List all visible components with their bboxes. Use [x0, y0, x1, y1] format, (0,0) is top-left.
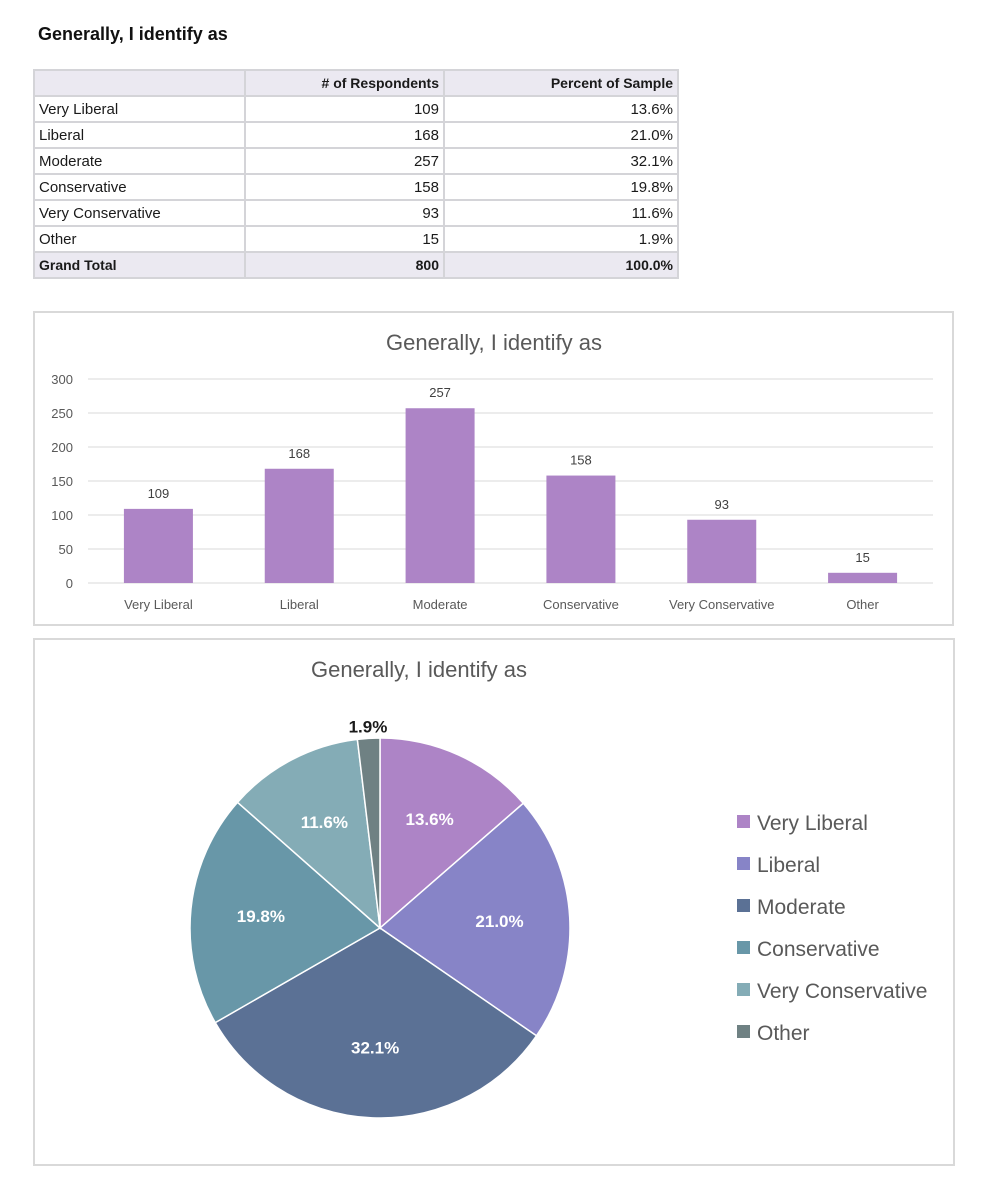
legend-label: Very Liberal	[757, 812, 868, 835]
legend-swatch	[737, 983, 750, 996]
bar	[405, 408, 475, 583]
table-total-percent: 100.0%	[443, 251, 679, 279]
legend-label: Other	[757, 1022, 810, 1045]
pie-chart-panel: Generally, I identify as 13.6% 21.0% 32.1%…	[33, 638, 955, 1166]
table-cell-category: Moderate	[33, 147, 246, 175]
table-cell-percent: 11.6%	[443, 199, 679, 227]
legend-label: Moderate	[757, 896, 846, 919]
summary-table: # of Respondents Percent of Sample Very …	[33, 69, 679, 279]
table-cell-percent: 21.0%	[443, 121, 679, 149]
table-cell-respondents: 168	[244, 121, 445, 149]
x-tick-label: Other	[846, 597, 879, 612]
pie-chart-title: Generally, I identify as	[311, 657, 527, 682]
table-row: Moderate 257 32.1%	[33, 147, 679, 175]
bar-data-label: 158	[570, 453, 592, 468]
y-tick-label: 0	[66, 576, 73, 591]
pie-slice	[236, 738, 381, 930]
bar-data-label: 15	[855, 550, 869, 565]
pie-data-label: 21.0%	[475, 912, 523, 931]
y-tick-label: 250	[51, 406, 73, 421]
y-tick-label: 150	[51, 474, 73, 489]
bar-chart-panel: Generally, I identify as 0 50 100 150 200 250…	[33, 311, 954, 626]
table-cell-respondents: 93	[244, 199, 445, 227]
bar	[264, 468, 334, 583]
x-tick-label: Moderate	[413, 597, 468, 612]
table-total-label: Grand Total	[33, 251, 246, 279]
bar-data-label: 109	[148, 486, 170, 501]
legend-label: Very Conservative	[757, 980, 927, 1003]
y-tick-label: 50	[59, 542, 73, 557]
bar-chart-title: Generally, I identify as	[386, 330, 602, 355]
table-cell-percent: 32.1%	[443, 147, 679, 175]
table-header-category	[33, 69, 246, 97]
legend-label: Conservative	[757, 938, 880, 961]
pie-data-label: 19.8%	[237, 907, 285, 926]
y-tick-label: 100	[51, 508, 73, 523]
table-cell-respondents: 15	[244, 225, 445, 253]
x-tick-label: Very Liberal	[124, 597, 193, 612]
bar	[828, 572, 898, 583]
pie-slice	[379, 737, 525, 930]
x-tick-label: Conservative	[543, 597, 619, 612]
table-cell-respondents: 109	[244, 95, 445, 123]
table-cell-percent: 1.9%	[443, 225, 679, 253]
x-tick-label: Liberal	[280, 597, 319, 612]
pie-chart: Generally, I identify as 13.6% 21.0% 32.1%…	[189, 657, 927, 1119]
pie-data-label: 1.9%	[349, 717, 388, 736]
table-row: Conservative 158 19.8%	[33, 173, 679, 201]
table-cell-category: Other	[33, 225, 246, 253]
y-tick-label: 300	[51, 372, 73, 387]
table-cell-percent: 19.8%	[443, 173, 679, 201]
bar-data-label: 257	[429, 385, 451, 400]
table-row: Very Liberal 109 13.6%	[33, 95, 679, 123]
legend-swatch	[737, 941, 750, 954]
bar	[546, 475, 616, 583]
table-cell-category: Liberal	[33, 121, 246, 149]
table-cell-percent: 13.6%	[443, 95, 679, 123]
table-row: Very Conservative 93 11.6%	[33, 199, 679, 227]
legend-swatch	[737, 815, 750, 828]
table-cell-respondents: 257	[244, 147, 445, 175]
x-tick-label: Very Conservative	[669, 597, 775, 612]
pie-data-label: 13.6%	[405, 810, 453, 829]
table-cell-category: Very Liberal	[33, 95, 246, 123]
page-title: Generally, I identify as	[38, 24, 228, 44]
table-header-row: # of Respondents Percent of Sample	[33, 69, 679, 97]
pie-slice	[189, 801, 382, 1024]
legend-swatch	[737, 899, 750, 912]
table-total-respondents: 800	[244, 251, 445, 279]
legend-swatch	[737, 857, 750, 870]
pie-slice	[214, 927, 538, 1119]
legend-swatch	[737, 1025, 750, 1038]
pie-slice	[378, 802, 571, 1037]
table-header-respondents: # of Respondents	[244, 69, 445, 97]
bar-data-label: 168	[288, 446, 310, 461]
table-cell-category: Very Conservative	[33, 199, 246, 227]
pie-slice	[356, 737, 381, 929]
table-total-row: Grand Total 800 100.0%	[33, 251, 679, 279]
y-tick-label: 200	[51, 440, 73, 455]
table-cell-respondents: 158	[244, 173, 445, 201]
bar	[687, 519, 757, 583]
bar-chart: Generally, I identify as 0 50 100 150 200 250…	[51, 330, 933, 612]
pie-data-label: 32.1%	[351, 1039, 399, 1058]
table-row: Other 15 1.9%	[33, 225, 679, 253]
pie-data-label: 11.6%	[301, 813, 348, 832]
table-cell-category: Conservative	[33, 173, 246, 201]
table-row: Liberal 168 21.0%	[33, 121, 679, 149]
bar	[123, 508, 193, 583]
table-header-percent: Percent of Sample	[443, 69, 679, 97]
legend-label: Liberal	[757, 854, 820, 877]
bar-data-label: 93	[715, 497, 729, 512]
